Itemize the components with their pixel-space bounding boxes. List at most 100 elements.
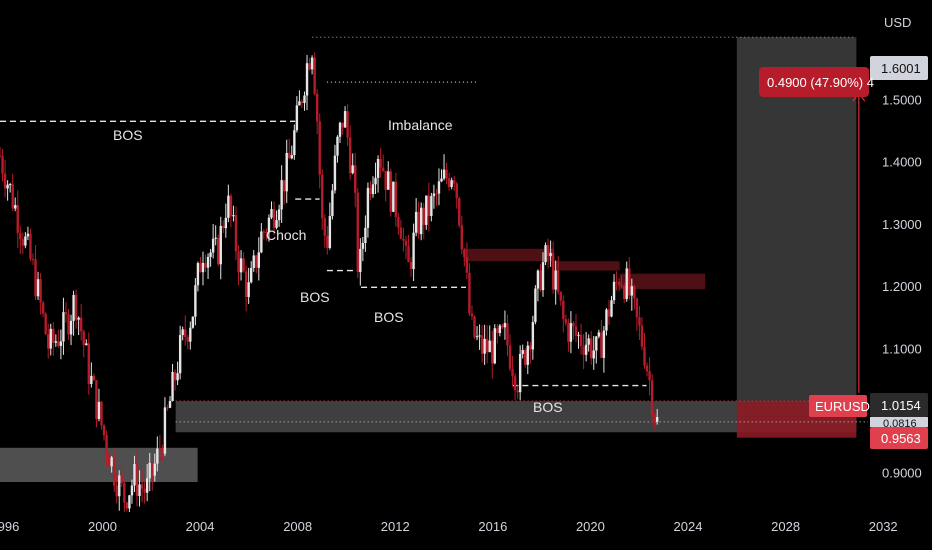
candles-layer <box>0 52 659 518</box>
candle-body <box>630 286 634 296</box>
stop-price-tag: 0.9563 <box>870 427 928 449</box>
candle-body <box>173 371 177 381</box>
candle-body <box>209 252 212 257</box>
candle-body <box>529 345 532 350</box>
candle-body <box>653 414 656 422</box>
time-axis[interactable]: 1996 2000 2004 2008 2012 2016 2020 2024 2028 2032 <box>0 512 932 550</box>
candle-body <box>361 242 365 249</box>
candle-body <box>503 323 507 328</box>
candle-body <box>130 485 134 496</box>
candle-body <box>366 187 370 228</box>
candle-body <box>14 205 17 209</box>
candle-body <box>610 300 613 317</box>
candle-body <box>437 181 441 194</box>
candle-body <box>184 329 187 338</box>
structure-lines-layer <box>0 36 932 423</box>
candle-body <box>161 450 164 454</box>
candle-body <box>579 334 583 347</box>
candle-body <box>72 294 75 321</box>
candle-body <box>376 159 380 178</box>
candle-body <box>394 181 398 217</box>
candle-body <box>255 255 258 268</box>
stop-price-value: 0.9563 <box>881 431 921 446</box>
annotation-bos-1999: BOS <box>113 127 143 143</box>
candle-body <box>211 238 215 253</box>
candle-body <box>343 111 347 128</box>
candle-body <box>592 350 595 359</box>
last-price-value: 1.0154 <box>881 398 921 413</box>
candle-body <box>546 245 550 257</box>
candle-body <box>465 257 469 273</box>
candle-body <box>564 319 568 324</box>
candle-body <box>478 335 481 337</box>
candle-body <box>501 325 504 328</box>
measure-label: 0.4900 (47.90%) 4 <box>759 67 874 97</box>
candle-body <box>0 155 2 157</box>
candle-body <box>1 155 4 174</box>
candle-body <box>222 225 225 229</box>
candle-body <box>574 326 578 336</box>
candle-body <box>123 482 126 503</box>
candle-body <box>399 227 403 239</box>
candle-body <box>417 211 420 235</box>
candle-body <box>483 338 486 354</box>
candle-body <box>336 136 339 156</box>
candle-body <box>181 329 184 336</box>
candle-body <box>204 262 207 268</box>
candle-body <box>468 272 471 314</box>
candle-body <box>427 195 431 217</box>
candle-body <box>633 286 636 299</box>
candle-body <box>442 169 446 179</box>
candle-body <box>145 478 149 493</box>
candle-body <box>79 317 83 332</box>
candle-body <box>62 312 65 342</box>
candle-body <box>323 218 326 236</box>
candle-body <box>447 178 451 188</box>
candle-body <box>206 256 210 268</box>
candle-body <box>318 121 321 175</box>
candle-body <box>199 263 202 273</box>
candle-body <box>275 220 278 228</box>
candle-body <box>239 258 243 273</box>
candle-body <box>92 375 96 381</box>
candle-body <box>597 332 601 337</box>
candle-body <box>244 271 248 297</box>
position-tool[interactable] <box>736 37 857 438</box>
candle-body <box>252 255 255 268</box>
candle-body <box>430 196 433 217</box>
candle-body <box>85 343 88 346</box>
candle-body <box>224 217 228 229</box>
candle-body <box>125 502 129 509</box>
candle-body <box>250 267 253 283</box>
candle-body <box>156 448 159 464</box>
supply-zone-2015 <box>463 248 554 262</box>
candle-body <box>569 323 573 342</box>
candle-body <box>288 152 291 159</box>
candle-body <box>397 216 400 228</box>
candle-body <box>31 258 35 260</box>
candle-body <box>44 313 47 335</box>
candle-body <box>582 346 585 355</box>
candle-body <box>219 225 222 265</box>
candle-body <box>41 302 45 314</box>
candle-body <box>300 101 304 104</box>
candle-body <box>422 207 425 225</box>
candle-body <box>118 475 121 497</box>
time-tick-label: 2012 <box>381 519 410 534</box>
candle-body <box>577 334 580 336</box>
candle-body <box>455 183 458 199</box>
currency-label: USD <box>884 15 911 30</box>
candle-body <box>321 174 324 219</box>
candle-body <box>280 180 283 210</box>
annotation-bos-2009: BOS <box>300 289 330 305</box>
candle-body <box>480 335 484 354</box>
candle-body <box>607 309 611 317</box>
last-price-tag: 1.0154 <box>870 393 928 417</box>
candle-body <box>331 190 334 217</box>
candle-body <box>196 263 200 286</box>
candle-body <box>488 340 491 353</box>
candle-body <box>326 235 329 248</box>
candle-body <box>379 159 382 168</box>
time-tick-label: 2000 <box>88 519 117 534</box>
